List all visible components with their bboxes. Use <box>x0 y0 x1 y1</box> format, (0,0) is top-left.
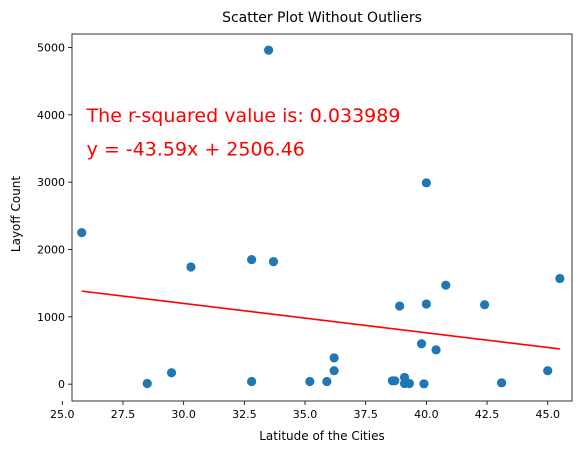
data-point <box>431 345 441 355</box>
data-point <box>142 378 152 389</box>
y-tick-label: 5000 <box>37 41 65 54</box>
x-tick-label: 27.5 <box>111 408 136 421</box>
data-point <box>543 366 553 376</box>
data-point <box>421 178 431 188</box>
y-axis-label: Layoff Count <box>9 176 23 252</box>
regression-line <box>81 290 560 350</box>
x-tick-label: 35.0 <box>293 408 318 421</box>
data-point <box>305 376 315 387</box>
data-point <box>441 280 451 290</box>
data-point <box>390 376 400 386</box>
y-tick-label: 0 <box>58 378 65 391</box>
x-tick-label: 42.5 <box>475 408 500 421</box>
data-point <box>77 228 87 238</box>
data-point <box>247 376 257 387</box>
annotation-text: The r-squared value is: 0.033989 <box>86 105 401 127</box>
annotation-text: y = -43.59x + 2506.46 <box>87 138 305 160</box>
data-point <box>480 300 490 310</box>
data-point <box>329 366 339 376</box>
data-point <box>404 378 414 389</box>
y-axis: 0 1000 2000 3000 4000 5000 <box>37 41 72 391</box>
data-point <box>166 368 177 378</box>
x-tick-label: 37.5 <box>353 408 378 421</box>
y-tick-label: 4000 <box>37 109 65 122</box>
data-point <box>419 379 429 389</box>
data-point <box>186 262 196 272</box>
x-axis-label: Latitude of the Cities <box>259 429 384 443</box>
data-point <box>329 353 339 363</box>
x-tick-label: 32.5 <box>232 408 257 421</box>
x-axis: 25.0 27.5 30.0 32.5 35.0 37.5 40.0 42.5 45.0 <box>50 401 560 421</box>
points-layer <box>77 45 565 389</box>
regression-layer <box>81 290 560 350</box>
data-point <box>322 376 332 387</box>
data-point <box>416 339 427 349</box>
y-tick-label: 2000 <box>37 243 65 256</box>
y-tick-label: 1000 <box>37 311 65 324</box>
chart-title: Scatter Plot Without Outliers <box>222 10 422 26</box>
data-point <box>421 299 431 309</box>
x-tick-label: 40.0 <box>414 408 439 421</box>
data-point <box>264 45 274 55</box>
annotations-layer: The r-squared value is: 0.033989 y = -43.… <box>86 105 401 161</box>
y-tick-label: 3000 <box>37 176 65 189</box>
x-tick-label: 45.0 <box>535 408 560 421</box>
plot-frame <box>71 33 573 402</box>
data-point <box>268 257 279 267</box>
data-point <box>497 378 507 388</box>
x-tick-label: 30.0 <box>171 408 196 421</box>
data-point <box>395 301 405 311</box>
data-point <box>555 273 565 284</box>
data-point <box>247 254 257 265</box>
x-tick-label: 25.0 <box>50 408 75 421</box>
